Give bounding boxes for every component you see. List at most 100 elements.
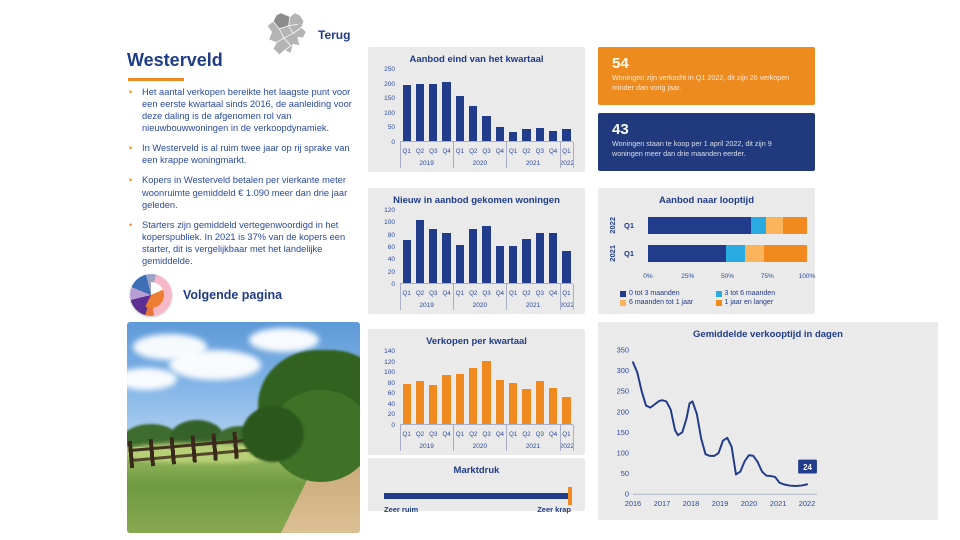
bar — [548, 387, 558, 424]
large-tree — [242, 406, 304, 462]
gauge-labels: Zeer ruim Zeer krap — [384, 505, 571, 514]
legend: 0 tot 3 maanden 3 tot 6 maanden 6 maanden … — [620, 290, 807, 306]
bar-segment — [648, 217, 752, 234]
svg-text:0: 0 — [625, 490, 629, 499]
chart-title: Aanbod eind van het kwartaal — [409, 54, 544, 65]
landscape-photo — [127, 322, 360, 533]
panel-nieuw-aanbod: Nieuw in aanbod gekomen woningen 0 20 40 60… — [368, 188, 585, 314]
bar — [442, 82, 451, 141]
bar — [482, 360, 491, 424]
svg-text:150: 150 — [617, 428, 629, 437]
bar — [562, 128, 571, 141]
plot-area — [400, 71, 573, 142]
bar — [509, 131, 518, 141]
bar — [562, 396, 571, 424]
bar — [522, 388, 531, 424]
bar — [442, 375, 451, 424]
bar — [562, 251, 571, 283]
svg-text:2018: 2018 — [683, 499, 699, 508]
bar — [415, 380, 425, 424]
chart-title: Gemiddelde verkooptijd in dagen — [693, 329, 843, 340]
panel-looptijd: Aanbod naar looptijd 2022 Q1 2021 Q1 0% 25% 50… — [598, 188, 815, 314]
chart-title: Marktdruk — [453, 465, 500, 476]
next-page-button[interactable]: Volgende pagina — [130, 274, 282, 316]
year-labels: 2019 2020 2021 2022 — [419, 160, 575, 167]
chart-title: Verkopen per kwartaal — [426, 336, 527, 347]
bar — [455, 245, 465, 283]
bar-segment — [765, 217, 784, 234]
cloud — [249, 328, 319, 352]
bar — [429, 385, 438, 424]
bar — [522, 128, 531, 141]
quarter-labels: Q1 Q2 Q3 Q4 Q1 Q2 Q3 Q4 Q1 Q2 Q3 Q4 Q1 — [402, 431, 571, 438]
bar — [509, 245, 518, 283]
y-axis: 0 50 100 150 200 250 — [384, 66, 395, 146]
bar — [495, 245, 504, 283]
svg-text:2021: 2021 — [770, 499, 786, 508]
svg-text:50: 50 — [621, 469, 629, 478]
bar-segment — [751, 217, 766, 234]
cloud — [169, 350, 261, 380]
line-chart: 0 50 100 150 200 250 300 350 2016 2017 2018 2019 202… — [617, 345, 817, 508]
bar — [495, 127, 504, 141]
title-underline — [128, 78, 184, 81]
bar — [482, 115, 491, 141]
bar-chart-verkopen: 0 20 40 60 80 100 120 140 Q1 Q2 Q3 Q4 Q1 Q2 Q3 Q4 Q1 Q2 Q3… — [378, 348, 577, 451]
back-button-label[interactable]: Terug — [318, 28, 351, 42]
bar-chart-aanbod-eind: 0 50 100 150 200 250 Q1 Q2 Q3 Q4 Q1 Q2 Q3 Q4 Q1 Q2 Q3 Q4 Q… — [378, 66, 577, 168]
bar — [402, 85, 411, 141]
bar-segment — [744, 245, 765, 262]
summary-bullet: Kopers in Westerveld betalen per vierkan… — [127, 174, 367, 210]
bar — [415, 83, 425, 141]
bar — [548, 131, 558, 141]
next-page-label: Volgende pagina — [183, 288, 283, 302]
summary-list: Het aantal verkopen bereikte het laagste… — [127, 86, 367, 275]
plot-area — [400, 212, 573, 284]
svg-text:24: 24 — [803, 463, 812, 472]
stat-value: 54 — [612, 55, 629, 72]
summary-bullet: Starters zijn gemiddeld vertegenwoordigd… — [127, 219, 367, 267]
bar — [522, 238, 531, 283]
bar-segment — [764, 245, 807, 262]
panel-verkopen: Verkopen per kwartaal 0 20 40 60 80 100 120 140… — [368, 329, 585, 455]
bar — [482, 226, 491, 283]
svg-text:200: 200 — [617, 407, 629, 416]
chart-title: Aanbod naar looptijd — [659, 195, 754, 206]
quarter-labels: Q1 Q2 Q3 Q4 Q1 Q2 Q3 Q4 Q1 Q2 Q3 Q4 Q1 — [402, 290, 571, 297]
stacked-bar-row: 2021 Q1 — [608, 245, 807, 262]
bar-segment — [648, 245, 726, 262]
panel-marktdruk: Marktdruk Zeer ruim Zeer krap — [368, 458, 585, 514]
page-title: Westerveld — [127, 50, 223, 70]
bar-segment — [783, 217, 807, 234]
legend-item: 3 tot 6 maanden — [715, 290, 808, 297]
bar — [535, 381, 544, 424]
bar — [442, 232, 451, 283]
stacked-bar-looptijd: 2022 Q1 2021 Q1 0% 25% 50% 75% 100% 0 tot 3 maand… — [608, 210, 815, 310]
back-button[interactable]: Terug — [264, 8, 350, 62]
province-map-icon[interactable] — [264, 8, 310, 62]
y-axis: 0 20 40 60 80 100 120 — [384, 207, 395, 288]
bar — [415, 219, 425, 283]
panel-aanbod-eind: Aanbod eind van het kwartaal 0 50 100 150 20… — [368, 47, 585, 172]
chart-title: Nieuw in aanbod gekomen woningen — [393, 195, 560, 206]
svg-text:350: 350 — [617, 345, 629, 354]
stat-card-verkocht: 54 Woningen zijn verkocht in Q1 2022, di… — [598, 47, 815, 105]
svg-text:2019: 2019 — [712, 499, 728, 508]
bar — [455, 374, 465, 424]
year-labels: 2019 2020 2021 2022 — [419, 443, 575, 450]
bar — [429, 83, 438, 141]
bar — [469, 106, 478, 141]
svg-text:2020: 2020 — [741, 499, 757, 508]
stacked-bar-row: 2022 Q1 — [608, 217, 807, 234]
cloud — [127, 368, 177, 390]
svg-text:250: 250 — [617, 387, 629, 396]
year-labels: 2019 2020 2021 2022 — [419, 302, 575, 309]
bar-chart-nieuw-aanbod: 0 20 40 60 80 100 120 Q1 Q2 Q3 Q4 Q1 Q2 Q3 Q4 Q1 Q2 Q3 Q4 Q… — [378, 207, 577, 310]
legend-item: 1 jaar en langer — [715, 299, 808, 306]
legend-item: 6 maanden tot 1 jaar — [620, 299, 712, 306]
stat-card-te-koop: 43 Woningen staan te koop per 1 april 20… — [598, 113, 815, 171]
stat-text: Woningen zijn verkocht in Q1 2022, dit z… — [612, 73, 790, 92]
bar — [535, 233, 544, 283]
gauge-marktdruk: Zeer ruim Zeer krap — [378, 480, 577, 514]
